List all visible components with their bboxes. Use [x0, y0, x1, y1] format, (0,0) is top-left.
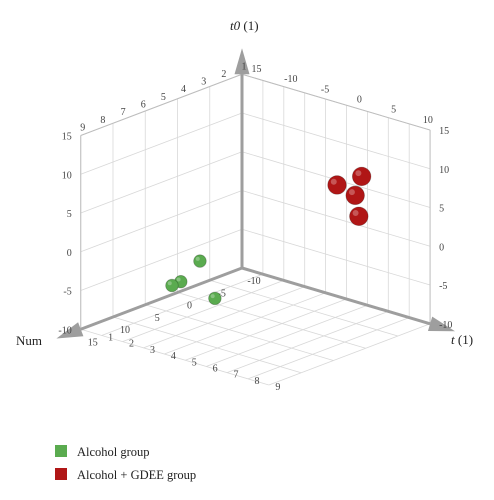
point-alcohol: [208, 291, 222, 306]
num-tick-label: -5: [218, 288, 226, 299]
back-left-tick-label: 3: [201, 77, 206, 88]
t0-tick-label-right: 0: [439, 242, 444, 253]
t0-tick-label-right: 15: [439, 126, 449, 137]
back-right-tick-label: 15: [252, 64, 262, 75]
t0-tick-label-right: -10: [439, 320, 452, 331]
t0-tick-label-left: 15: [62, 132, 72, 143]
t0-tick-label-left: 5: [67, 209, 72, 220]
num-tick-label: 10: [120, 325, 130, 336]
back-right-tick-label: -10: [284, 74, 297, 85]
back-left-tick-label: 8: [100, 115, 105, 126]
t0-axis-arrow: [234, 48, 250, 268]
t0-tick-label-right: 10: [439, 165, 449, 176]
box-frame: [80, 73, 431, 330]
back-left-tick-label: 1: [242, 61, 247, 72]
legend: Alcohol group Alcohol + GDEE group: [55, 445, 196, 482]
num-tick-label: 0: [187, 301, 192, 312]
data-points: [165, 166, 372, 306]
legend-item-alcohol-gdee: Alcohol + GDEE group: [55, 468, 196, 482]
legend-swatch-red: [55, 468, 67, 480]
point-alcohol: [165, 278, 179, 293]
t-tick-label: 9: [275, 382, 280, 393]
t-tick-label: 3: [150, 345, 155, 356]
t0-axis-label: t0 (1): [230, 18, 259, 33]
back-left-tick-label: 7: [121, 107, 126, 118]
t-axis-arrow: [241, 266, 456, 332]
back-right-tick-label: 5: [391, 105, 396, 116]
back-left-tick-label: 4: [181, 84, 186, 95]
t-tick-label: 1: [108, 332, 113, 343]
t-tick-label: 6: [213, 363, 218, 374]
t0-tick-label-left: -10: [58, 325, 71, 336]
back-right-tick-label: 10: [423, 115, 433, 126]
t0-tick-label-left: 0: [67, 248, 72, 259]
legend-swatch-green: [55, 445, 67, 457]
axis-arrows: [56, 48, 456, 339]
num-tick-label: 5: [155, 313, 160, 324]
back-left-tick-label: 9: [80, 123, 85, 134]
t-axis-label: t (1): [451, 332, 473, 347]
t-tick-label: 2: [129, 339, 134, 350]
t0-tick-label-left: 10: [62, 170, 72, 181]
t0-tick-label-right: -5: [439, 281, 447, 292]
back-left-tick-label: 6: [141, 100, 146, 111]
legend-item-alcohol: Alcohol group: [55, 445, 150, 459]
t-tick-label: 8: [254, 376, 259, 387]
num-axis-arrow: [56, 266, 243, 339]
t-tick-label: 7: [234, 370, 239, 381]
num-tick-label: -10: [247, 276, 260, 287]
grid-lines: [80, 73, 431, 386]
point-alcohol-gdee: [345, 185, 365, 206]
t0-tick-label-right: 5: [439, 204, 444, 215]
legend-label-alcohol-gdee: Alcohol + GDEE group: [77, 468, 196, 482]
t-tick-label: 4: [171, 351, 176, 362]
back-right-tick-label: -5: [321, 84, 329, 95]
t0-tick-label-left: -5: [63, 287, 71, 298]
point-alcohol-gdee: [349, 206, 369, 226]
legend-label-alcohol: Alcohol group: [77, 445, 150, 459]
point-alcohol-gdee: [327, 175, 347, 195]
point-alcohol-gdee: [351, 166, 372, 187]
num-tick-label: 15: [88, 337, 98, 348]
back-right-tick-label: 0: [357, 94, 362, 105]
t-tick-label: 5: [192, 357, 197, 368]
back-left-tick-label: 2: [221, 69, 226, 80]
point-alcohol: [193, 254, 207, 268]
back-left-tick-label: 5: [161, 92, 166, 103]
num-axis-label: Num: [16, 333, 42, 348]
